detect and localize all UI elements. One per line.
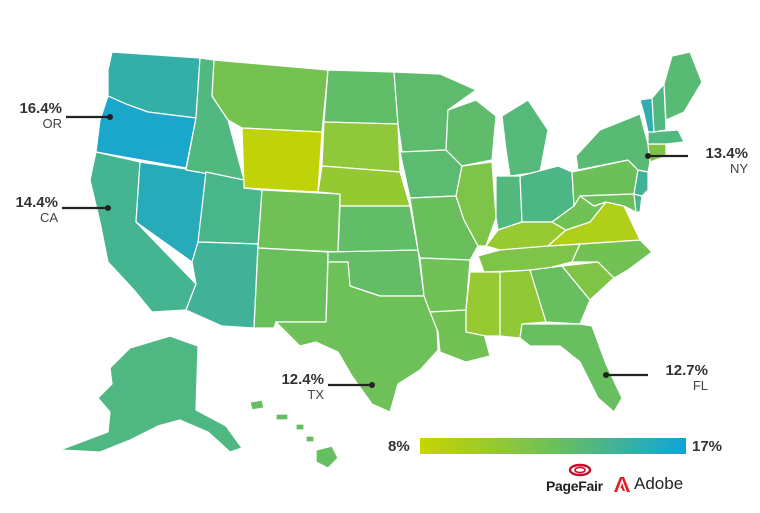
callout-CA-abbr: CA	[39, 210, 58, 226]
legend-color-scale	[420, 438, 686, 454]
state-AK[interactable]	[59, 335, 243, 453]
state-MT[interactable]	[211, 59, 329, 133]
callout-TX-value: 12.4%	[281, 371, 324, 388]
state-VT[interactable]	[639, 97, 655, 133]
callout-OR-value: 16.4%	[19, 100, 62, 117]
state-NM[interactable]	[253, 247, 329, 329]
state-WI[interactable]	[445, 99, 497, 167]
state-MA[interactable]	[647, 129, 685, 145]
legend-max-label: 17%	[692, 438, 723, 455]
state-ME[interactable]	[663, 51, 703, 121]
callout-TX-abbr: TX	[307, 387, 324, 403]
leader-dot-NY	[645, 153, 651, 159]
state-GA[interactable]	[529, 265, 591, 325]
state-WY[interactable]	[241, 127, 323, 193]
state-NY[interactable]	[575, 113, 651, 173]
callout-CA-value: 14.4%	[15, 194, 58, 211]
state-DE[interactable]	[633, 193, 643, 213]
legend-min-label: 8%	[388, 438, 410, 455]
callout-OR: 16.4% OR	[4, 100, 62, 132]
adobe-wordmark: Adobe	[634, 474, 684, 493]
state-CO[interactable]	[257, 189, 341, 253]
callout-FL: 12.7% FL	[648, 362, 708, 394]
state-FL[interactable]	[519, 323, 623, 413]
callout-NY-abbr: NY	[729, 161, 748, 177]
state-KS[interactable]	[337, 205, 419, 253]
state-CT[interactable]	[647, 143, 667, 163]
callout-TX: 12.4% TX	[266, 371, 324, 403]
leader-dot-FL	[603, 372, 609, 378]
state-MI[interactable]	[501, 99, 549, 177]
state-TX[interactable]	[275, 261, 439, 413]
state-IL[interactable]	[455, 161, 497, 247]
state-NH[interactable]	[651, 83, 667, 133]
states-layer	[59, 51, 703, 469]
callout-FL-abbr: FL	[692, 378, 708, 394]
leader-dot-TX	[369, 382, 375, 388]
callout-FL-value: 12.7%	[665, 362, 708, 379]
callout-CA: 14.4% CA	[0, 194, 58, 226]
pagefair-swirl-icon	[568, 463, 592, 477]
callout-leaders	[62, 114, 688, 388]
state-IN[interactable]	[495, 175, 523, 231]
state-MS[interactable]	[465, 271, 501, 337]
pagefair-logo: PageFair	[546, 462, 614, 496]
leader-dot-OR	[107, 114, 113, 120]
leader-dot-CA	[105, 205, 111, 211]
callout-OR-abbr: OR	[42, 116, 63, 132]
state-ND[interactable]	[323, 69, 399, 125]
state-HI[interactable]	[249, 399, 339, 469]
callout-NY: 13.4% NY	[688, 145, 748, 177]
callout-NY-value: 13.4%	[705, 145, 748, 162]
state-AR[interactable]	[419, 257, 471, 313]
pagefair-wordmark: PageFair	[546, 478, 603, 494]
adobe-logo: Adobe	[614, 474, 694, 496]
state-AZ[interactable]	[185, 241, 259, 329]
state-SD[interactable]	[321, 121, 401, 173]
adobe-a-icon	[614, 477, 630, 492]
